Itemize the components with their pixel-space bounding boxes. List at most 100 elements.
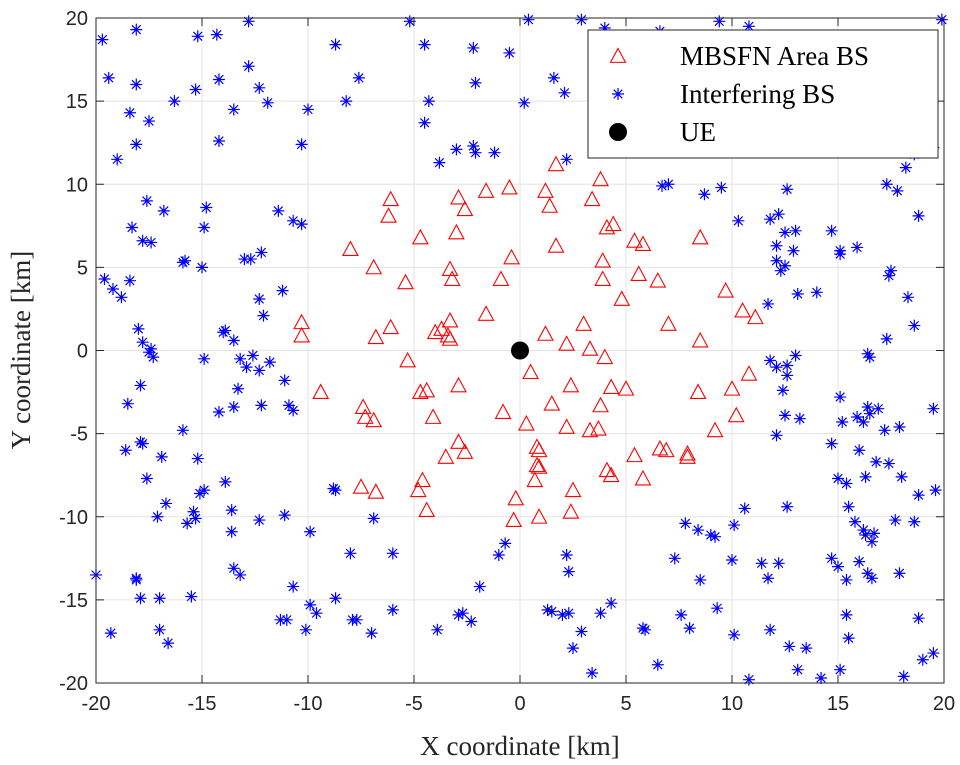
legend-entry-interfering: Interfering BS [612,79,835,109]
interfering-bs-marker [176,424,189,437]
interfering-bs-marker [181,517,194,530]
interfering-bs-marker [709,530,722,543]
mbsfn-bs-marker [617,380,635,396]
interfering-bs-marker [738,502,751,515]
interfering-bs-marker [134,379,147,392]
interfering-bs-marker [346,613,359,626]
interfering-bs-marker [304,598,317,611]
mbsfn-bs-marker [594,252,612,268]
interfering-bs-marker [762,572,775,585]
interfering-bs-marker [791,663,804,676]
mbsfn-bs-marker [596,348,614,365]
mbsfn-bs-marker [500,178,518,195]
interfering-bs-marker [386,547,399,560]
mbsfn-bs-marker [558,335,576,351]
interfering-bs-marker [123,106,136,119]
interfering-bs-marker [832,560,844,573]
interfering-bs-marker [781,369,794,382]
interfering-bs-marker [431,623,444,636]
mbsfn-bs-marker [723,380,741,396]
mbsfn-bs-marker [657,441,675,458]
mbsfn-bs-marker [604,215,622,232]
interfering-bs-marker [193,487,206,500]
interfering-bs-marker [119,444,132,457]
interfering-bs-marker [562,565,575,578]
mbsfn-bs-marker [433,320,450,336]
interfering-bs-marker [143,115,155,128]
interfering-bs-marker [692,524,705,537]
mbsfn-bs-marker [598,218,616,235]
interfering-bs-marker [732,214,745,227]
interfering-bs-marker [742,673,755,686]
interfering-bs-marker [861,401,874,414]
interfering-bs-marker [560,153,573,166]
interfering-bs-marker [895,470,908,483]
interfering-bs-marker [191,30,204,43]
interfering-bs-marker [764,623,777,636]
interfering-bs-marker [908,515,921,528]
mbsfn-bs-marker [537,325,554,341]
interfering-bs-marker [244,253,257,266]
mbsfn-bs-marker [411,383,429,399]
mbsfn-bs-marker [477,305,495,321]
interfering-bs-marker [130,138,143,151]
legend-label: Interfering BS [680,79,835,109]
x-tick-label: -20 [82,693,111,715]
interfering-bs-marker [779,226,791,239]
interfering-bs-marker [187,505,200,518]
interfering-bs-marker [287,214,300,227]
interfering-bs-marker [935,13,948,26]
interfering-bs-marker [198,221,211,234]
x-tick-label: 10 [721,693,743,715]
interfering-bs-marker [255,246,268,259]
interfering-bs-marker [912,612,925,625]
interfering-bs-marker [927,647,940,660]
interfering-bs-marker [851,411,864,423]
interfering-bs-marker [518,96,531,109]
interfering-bs-marker [253,81,266,94]
interfering-bs-marker [234,352,247,365]
y-tick-label: 10 [66,174,88,196]
mbsfn-bs-marker [613,290,631,306]
interfering-bs-marker [916,653,929,666]
mbsfn-bs-marker [746,308,764,325]
interfering-bs-marker [212,135,225,148]
interfering-bs-marker [704,529,717,542]
mbsfn-bs-marker [592,170,609,187]
mbsfn-bs-marker [634,235,652,252]
interfering-bs-marker [242,15,255,28]
interfering-bs-marker [227,103,240,116]
interfering-bs-marker [789,349,802,362]
interfering-bs-marker [253,292,266,305]
mbsfn-bs-marker [456,200,474,217]
interfering-bs-marker [386,603,399,616]
mbsfn-bs-marker [418,501,436,518]
mbsfn-bs-marker [443,270,461,286]
interfering-bs-marker [815,672,828,685]
interfering-bs-marker [295,218,308,231]
mbsfn-bs-marker [602,466,620,483]
legend: MBSFN Area BS Interfering BS UE [587,29,939,159]
interfering-bs-marker [728,519,741,532]
interfering-bs-marker [257,309,270,322]
interfering-bs-marker [560,548,573,561]
interfering-bs-marker [136,336,149,349]
interfering-bs-marker [912,489,925,502]
interfering-bs-marker [136,234,149,247]
interfering-bs-marker [176,256,189,269]
mbsfn-bs-marker [634,469,652,486]
interfering-bs-marker [111,153,124,166]
interfering-bs-marker [282,399,295,412]
interfering-bs-marker [168,95,181,108]
interfering-bs-marker [126,221,139,234]
mbsfn-bs-marker [530,508,548,524]
legend-marker [609,47,627,63]
interfering-bs-marker [189,512,202,525]
interfering-bs-marker [893,420,906,433]
mbsfn-bs-marker [717,281,735,298]
mbsfn-bs-marker [547,155,565,172]
interfering-bs-marker [340,95,353,108]
interfering-bs-marker [541,603,554,616]
interfering-bs-marker [189,83,202,96]
interfering-bs-marker [836,415,849,428]
